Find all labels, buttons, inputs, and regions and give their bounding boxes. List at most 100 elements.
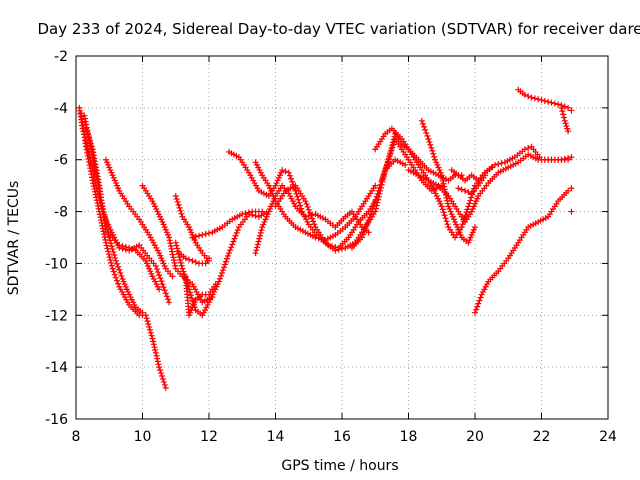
data-point <box>366 214 373 221</box>
data-point <box>339 245 345 252</box>
data-point <box>156 364 163 371</box>
data-point <box>426 138 433 145</box>
series-11 <box>189 208 266 241</box>
y-tick-label: -16 <box>45 412 68 428</box>
data-point <box>215 278 222 285</box>
data-point <box>332 247 339 254</box>
data-point <box>152 263 159 270</box>
data-point <box>85 159 92 166</box>
data-point <box>252 250 259 257</box>
data-point <box>177 207 184 214</box>
data-point <box>472 224 478 231</box>
data-point <box>558 104 565 111</box>
x-tick-label: 22 <box>533 429 551 445</box>
data-point <box>466 200 473 207</box>
series-10 <box>176 250 212 267</box>
y-tick-label: -4 <box>54 101 68 117</box>
data-point <box>458 186 465 193</box>
data-point <box>224 252 231 259</box>
data-point <box>174 245 181 252</box>
data-point <box>177 256 184 263</box>
data-point <box>158 373 165 380</box>
data-point <box>153 266 160 273</box>
data-point <box>255 238 262 245</box>
x-tick-label: 18 <box>400 429 418 445</box>
series-21 <box>448 164 495 184</box>
data-point <box>440 180 447 187</box>
series-2 <box>77 110 169 391</box>
data-point <box>83 128 90 135</box>
data-point <box>464 206 471 213</box>
data-point <box>186 256 193 263</box>
data-point <box>442 215 449 222</box>
data-point <box>116 242 123 249</box>
data-point <box>568 208 575 215</box>
data-point <box>160 378 167 385</box>
data-point <box>289 178 296 185</box>
data-point <box>229 241 236 248</box>
data-point <box>175 201 182 208</box>
data-point <box>168 245 175 252</box>
data-point <box>535 96 542 103</box>
data-point <box>88 171 95 178</box>
y-tick-label: -8 <box>54 205 68 221</box>
data-point <box>150 338 157 345</box>
data-point <box>439 206 446 213</box>
data-point <box>379 174 386 181</box>
data-point <box>364 220 371 227</box>
data-point <box>294 193 301 200</box>
data-point <box>139 309 146 316</box>
data-point <box>528 94 535 101</box>
data-point <box>282 168 289 175</box>
data-point <box>117 269 124 276</box>
data-point <box>254 244 261 251</box>
data-point <box>177 259 184 266</box>
data-point <box>189 257 196 264</box>
data-point <box>218 270 225 277</box>
data-point <box>365 217 372 224</box>
x-tick-label: 10 <box>134 429 152 445</box>
x-tick-label: 12 <box>200 429 218 445</box>
data-point <box>119 243 126 250</box>
data-point <box>223 255 230 262</box>
data-point <box>87 168 94 175</box>
data-point <box>389 142 396 149</box>
data-point <box>302 198 309 205</box>
data-point <box>157 275 164 282</box>
data-point <box>425 135 432 142</box>
data-point <box>441 212 448 219</box>
data-point <box>179 265 186 272</box>
data-point <box>110 268 117 275</box>
data-point <box>462 187 469 194</box>
data-point <box>421 123 428 130</box>
data-point <box>110 249 117 256</box>
data-point <box>373 193 380 200</box>
data-point <box>82 125 89 132</box>
data-point <box>169 273 176 280</box>
x-tick-label: 14 <box>267 429 285 445</box>
data-point <box>178 210 185 217</box>
data-point <box>84 152 91 159</box>
data-point <box>158 278 165 285</box>
data-point <box>309 215 316 222</box>
data-point <box>187 292 194 299</box>
data-point <box>305 206 312 213</box>
data-point <box>104 245 111 252</box>
series-23 <box>472 185 575 316</box>
data-point <box>315 235 322 242</box>
data-point <box>107 240 114 247</box>
data-point <box>114 277 121 284</box>
data-point <box>152 347 159 354</box>
data-point <box>312 234 319 241</box>
data-point <box>440 209 447 216</box>
data-point <box>541 97 548 104</box>
data-point <box>288 175 295 182</box>
data-point <box>86 137 93 144</box>
data-point <box>103 242 110 249</box>
data-point <box>126 244 133 251</box>
data-point <box>154 355 161 362</box>
data-point <box>169 248 176 255</box>
data-point <box>220 264 227 271</box>
series-5 <box>102 156 176 280</box>
data-point <box>285 169 292 176</box>
